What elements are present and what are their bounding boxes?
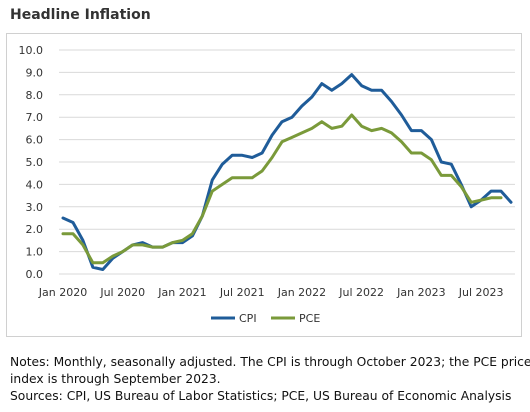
chart-title: Headline Inflation bbox=[10, 7, 151, 23]
y-tick-label: 7.0 bbox=[26, 111, 44, 124]
legend-label-pce: PCE bbox=[299, 312, 320, 325]
y-tick-label: 4.0 bbox=[26, 178, 44, 191]
y-tick-label: 1.0 bbox=[26, 246, 44, 259]
x-tick-label: Jul 2021 bbox=[219, 286, 265, 299]
chart-notes: Notes: Monthly, seasonally adjusted. The… bbox=[10, 354, 530, 405]
x-tick-label: Jul 2022 bbox=[338, 286, 384, 299]
y-tick-label: 0.0 bbox=[26, 268, 44, 281]
x-tick-label: Jul 2020 bbox=[99, 286, 145, 299]
series-line-cpi bbox=[61, 73, 513, 271]
legend-label-cpi: CPI bbox=[239, 312, 257, 325]
x-tick-label: Jan 2022 bbox=[277, 286, 326, 299]
x-tick-label: Jan 2021 bbox=[157, 286, 206, 299]
series-line-pce bbox=[61, 113, 503, 265]
sources-line: Sources: CPI, US Bureau of Labor Statist… bbox=[10, 389, 512, 403]
notes-line-2: index is through September 2023. bbox=[10, 372, 221, 386]
notes-line-1: Notes: Monthly, seasonally adjusted. The… bbox=[10, 355, 530, 369]
y-tick-label: 2.0 bbox=[26, 223, 44, 236]
y-tick-label: 5.0 bbox=[26, 156, 44, 169]
y-tick-label: 8.0 bbox=[26, 89, 44, 102]
x-tick-label: Jan 2020 bbox=[38, 286, 87, 299]
y-tick-label: 6.0 bbox=[26, 134, 44, 147]
x-tick-label: Jul 2023 bbox=[458, 286, 504, 299]
y-tick-label: 9.0 bbox=[26, 66, 44, 79]
x-tick-label: Jan 2023 bbox=[396, 286, 445, 299]
y-tick-label: 3.0 bbox=[26, 201, 44, 214]
y-tick-label: 10.0 bbox=[19, 44, 44, 57]
line-chart: 0.0 1.0 2.0 3.0 4.0 5.0 6.0 7.0 8.0 9.0 10.0 Jan 20… bbox=[19, 44, 515, 325]
chart-frame: 0.0 1.0 2.0 3.0 4.0 5.0 6.0 7.0 8.0 9.0 10.0 Jan 20… bbox=[6, 33, 522, 337]
